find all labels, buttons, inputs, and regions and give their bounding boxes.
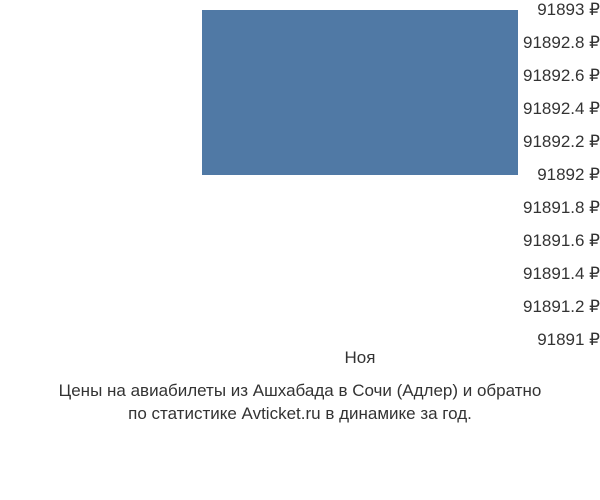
y-tick-label: 91891.6 ₽	[470, 231, 600, 251]
caption-line-2: по статистике Avticket.ru в динамике за …	[128, 404, 472, 423]
price-bar	[202, 10, 519, 175]
y-tick-label: 91891.2 ₽	[470, 297, 600, 317]
price-chart: 91891 ₽ 91891.2 ₽ 91891.4 ₽ 91891.6 ₽ 91891.…	[0, 0, 600, 500]
x-tick-label: Ноя	[345, 348, 376, 368]
y-tick-label: 91891.4 ₽	[470, 264, 600, 284]
y-tick-label: 91891.8 ₽	[470, 198, 600, 218]
caption-line-1: Цены на авиабилеты из Ашхабада в Сочи (А…	[59, 381, 542, 400]
chart-caption: Цены на авиабилеты из Ашхабада в Сочи (А…	[0, 380, 600, 426]
y-tick-label: 91891 ₽	[470, 330, 600, 350]
